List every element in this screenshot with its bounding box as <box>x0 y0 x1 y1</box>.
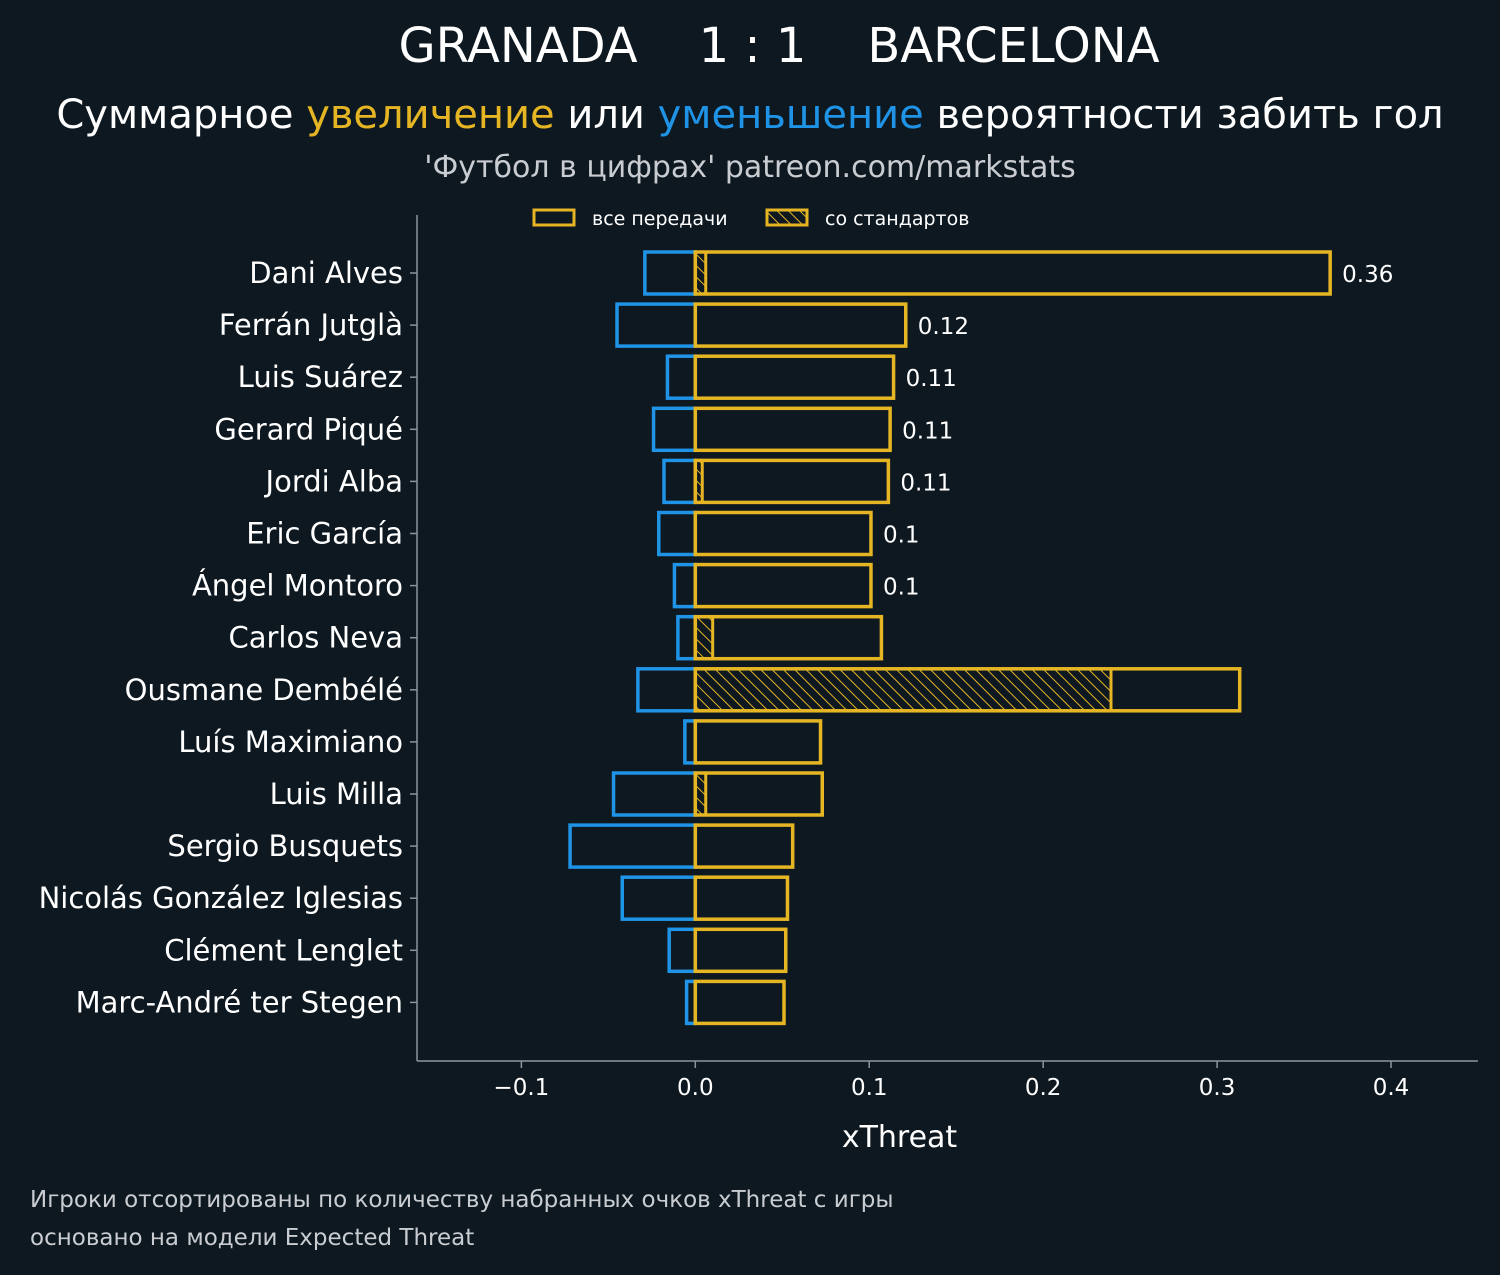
bar-positive <box>693 614 884 661</box>
bar-negative <box>665 354 698 400</box>
bar-set-piece <box>693 615 715 661</box>
bar-positive <box>693 302 908 348</box>
bar-negative <box>636 667 698 713</box>
bar-value-label: 0.1 <box>883 523 920 549</box>
bar-negative <box>667 927 698 974</box>
bar-positive <box>693 250 1332 296</box>
bar-positive <box>693 719 823 765</box>
bar-negative <box>611 771 698 817</box>
player-label: Ousmane Dembélé <box>125 673 403 707</box>
player-label: Ángel Montoro <box>192 569 403 603</box>
bar-positive <box>693 458 891 505</box>
bar-positive <box>693 354 896 400</box>
x-tick-label: 0.4 <box>1373 1075 1410 1101</box>
subtitle-part1: Суммарное <box>56 92 307 138</box>
bar-set-piece <box>693 667 1113 713</box>
subtitle-decrease: уменьшение <box>657 92 924 138</box>
legend-swatch-set-pieces <box>765 208 809 227</box>
bar-negative <box>568 823 698 869</box>
bar-value-label: 0.36 <box>1342 262 1393 288</box>
chart-subtitle: Суммарное увеличение или уменьшение веро… <box>0 92 1500 138</box>
bar-negative <box>672 562 698 609</box>
player-label: Carlos Neva <box>228 621 403 655</box>
bar-positive <box>693 979 786 1026</box>
x-axis-label: xThreat <box>842 1120 958 1155</box>
footnote-sort: Игроки отсортированы по количеству набра… <box>30 1187 894 1213</box>
chart-title: GRANADA 1 : 1 BARCELONA <box>398 18 1160 74</box>
player-label: Marc-André ter Stegen <box>76 985 403 1019</box>
bar-positive <box>693 823 795 869</box>
bar-value-label: 0.12 <box>918 314 969 340</box>
bar-value-label: 0.11 <box>900 470 951 496</box>
player-label: Gerard Piqué <box>214 412 403 446</box>
bar-negative <box>651 406 698 453</box>
player-label: Eric García <box>246 517 403 551</box>
bar-positive <box>693 510 873 557</box>
x-tick-label: 0.3 <box>1199 1075 1236 1101</box>
bar-positive <box>693 771 825 817</box>
x-tick-label: 0.2 <box>1025 1075 1062 1101</box>
x-tick-label: 0.1 <box>851 1075 888 1101</box>
bar-positive <box>693 927 788 974</box>
bar-negative <box>620 875 698 921</box>
legend-label-all-passes: все передачи <box>592 208 728 230</box>
subtitle-part2: или <box>554 92 658 138</box>
footnote-model: основано на модели Expected Threat <box>30 1225 475 1251</box>
player-label: Luis Milla <box>270 777 403 811</box>
bar-positive <box>693 875 790 921</box>
x-tick-label: 0.0 <box>677 1075 714 1101</box>
player-label: Luís Maximiano <box>178 725 403 759</box>
player-label: Dani Alves <box>249 256 403 290</box>
bar-negative <box>643 250 698 296</box>
player-label: Ferrán Jutglà <box>219 308 403 342</box>
bar-positive <box>693 562 873 609</box>
bar-value-label: 0.11 <box>902 418 953 444</box>
player-label: Clément Lenglet <box>164 933 403 967</box>
bar-negative <box>657 510 698 557</box>
player-label: Jordi Alba <box>264 464 403 498</box>
legend-swatch-all-passes <box>532 208 576 227</box>
bar-value-label: 0.11 <box>906 366 957 392</box>
chart-credit: 'Футбол в цифрах' patreon.com/markstats <box>424 150 1076 185</box>
x-tick-label: −0.1 <box>493 1075 549 1101</box>
legend-label-set-pieces: со стандартов <box>825 208 969 230</box>
bar-negative <box>676 614 698 661</box>
bar-positive <box>693 406 892 453</box>
subtitle-part3: вероятности забить гол <box>923 92 1444 138</box>
bar-positive <box>693 667 1242 713</box>
bar-negative <box>615 302 698 348</box>
player-label: Luis Suárez <box>238 360 403 394</box>
player-label: Sergio Busquets <box>167 829 403 863</box>
bar-negative <box>662 458 698 505</box>
bar-value-label: 0.1 <box>883 575 920 601</box>
subtitle-increase: увеличение <box>306 92 555 138</box>
player-label: Nicolás González Iglesias <box>39 881 403 915</box>
